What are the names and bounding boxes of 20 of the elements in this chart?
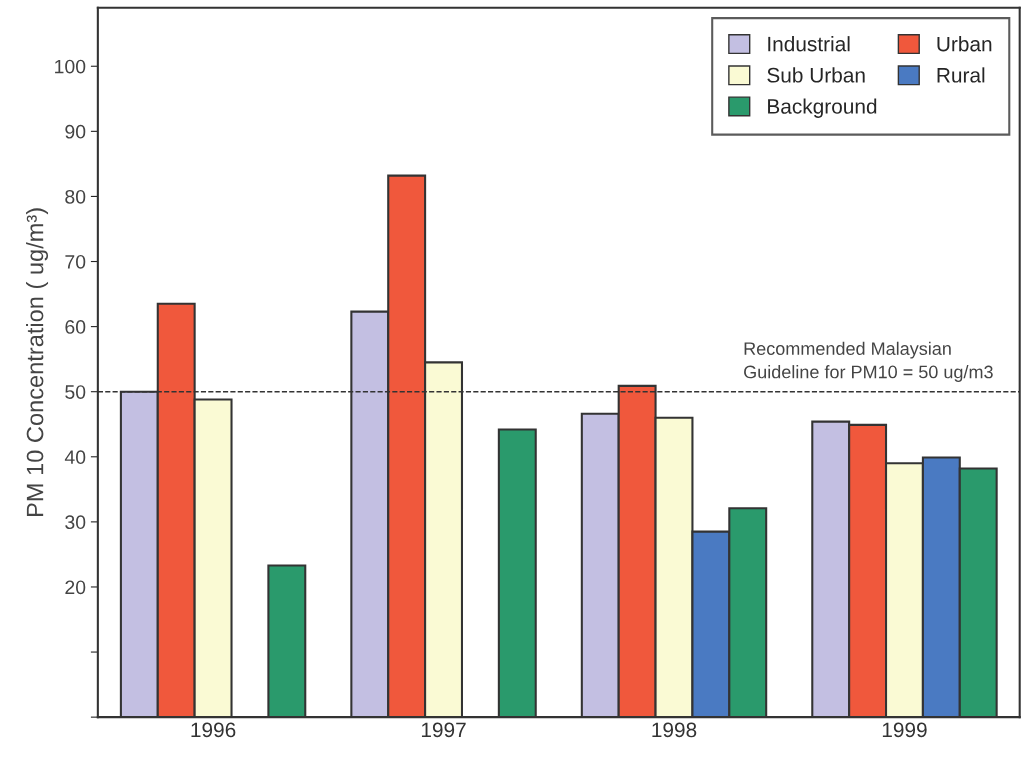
legend-label: Background xyxy=(768,98,877,118)
x-tick-label: 1996 xyxy=(191,722,236,738)
y-tick-label: 90 xyxy=(65,124,86,139)
x-tick-label: 1997 xyxy=(421,722,466,738)
legend-label: Urban xyxy=(937,36,992,52)
legend-label: Sub Urban xyxy=(767,67,865,83)
y-tick-label: 100 xyxy=(55,59,86,74)
y-tick-label: 70 xyxy=(65,254,86,269)
legend-label: Rural xyxy=(937,67,985,83)
y-tick-label: 20 xyxy=(65,580,86,595)
y-tick-label: 80 xyxy=(65,189,86,204)
y-tick-label: 50 xyxy=(65,385,86,399)
y-axis-title: PM 10 Concentration ( ug/m³) xyxy=(26,208,49,516)
y-tick-label: 30 xyxy=(65,515,86,530)
x-tick-label: 1998 xyxy=(652,722,697,738)
y-tick-label: 40 xyxy=(64,450,86,465)
ref-line-label: Recommended Malaysian Guideline for PM10 = 50 ug/m3 xyxy=(744,341,993,382)
legend-label: Industrial xyxy=(768,36,850,52)
x-tick-label: 1999 xyxy=(882,722,927,738)
y-tick-label: 60 xyxy=(65,320,86,334)
